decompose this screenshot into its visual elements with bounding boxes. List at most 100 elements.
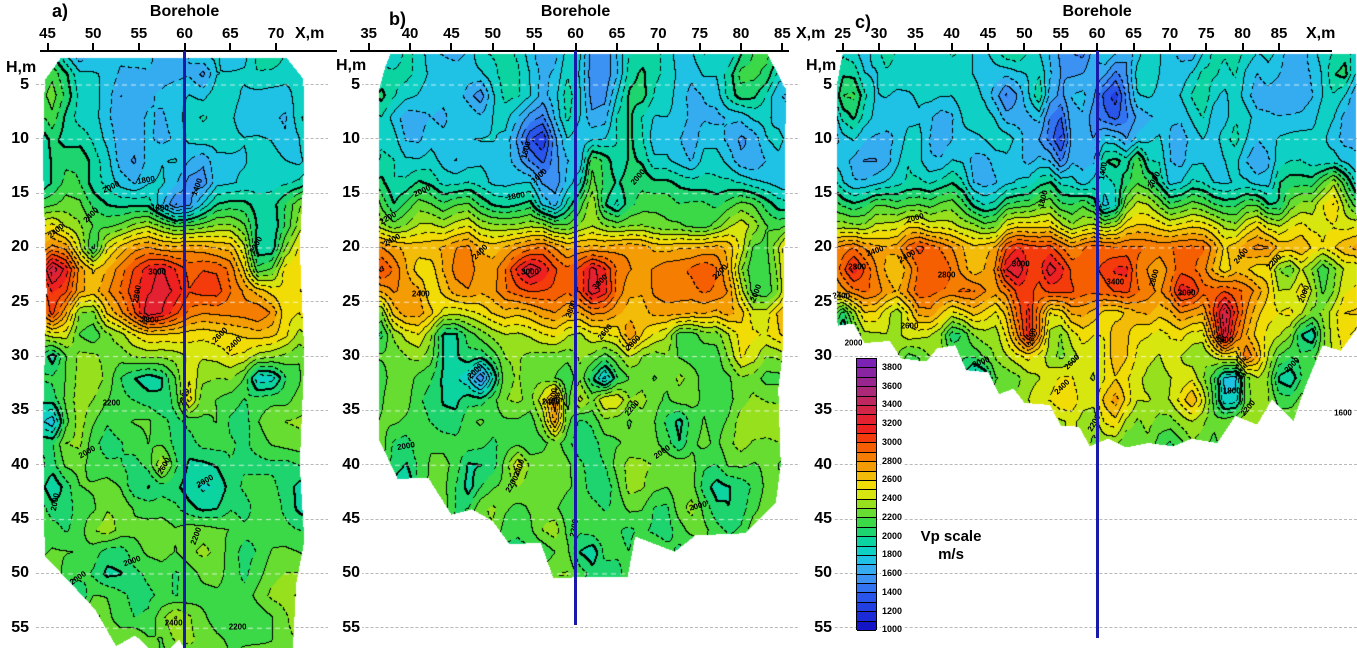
x-tick-label: 35 (360, 25, 378, 42)
colorbar-cell (857, 415, 876, 425)
contour-label: 3000 (1215, 335, 1234, 345)
x-tick-mark (491, 43, 494, 50)
contour-label: 1800 (151, 203, 169, 213)
depth-tick-label: 35 (0, 402, 31, 418)
depth-tick-label: 55 (800, 619, 834, 635)
colorbar-cell (857, 396, 876, 406)
x-tick-label: 85 (1270, 25, 1288, 42)
colorbar-cell (857, 480, 876, 491)
depth-tick-label: 15 (0, 185, 31, 201)
x-tick-mark (987, 43, 990, 50)
colorbar-tick-label: 2200 (881, 511, 904, 522)
borehole-line-a (183, 51, 187, 648)
colorbar-cell (857, 518, 876, 528)
x-tick-mark (1205, 43, 1208, 50)
x-tick-label: 65 (1125, 25, 1142, 42)
contour-label: 2800 (848, 262, 867, 272)
depth-tick-label: 50 (0, 565, 31, 581)
x-tick-label: 60 (176, 25, 193, 42)
colorbar-tick-label: 2600 (881, 474, 904, 485)
panel-letter-c: c) (855, 12, 872, 32)
x-tick-mark (450, 43, 453, 50)
colorbar-cell (857, 621, 876, 631)
x-tick-mark (533, 43, 536, 50)
x-tick-mark (1241, 43, 1244, 50)
depth-tick-label: 40 (800, 456, 834, 472)
colorbar-cell (857, 499, 876, 510)
x-axis-line-a (40, 50, 337, 52)
h-unit-label-a: H,m (6, 59, 37, 76)
x-tick-label: 30 (870, 25, 888, 42)
depth-tick-label: 20 (328, 239, 362, 255)
x-tick-label: 75 (691, 25, 708, 42)
x-tick-mark (229, 43, 232, 50)
colorbar-cell (857, 424, 876, 435)
x-tick-label: 40 (943, 25, 961, 42)
colorbar-cell (857, 368, 876, 378)
colorbar-tick-label: 1400 (881, 586, 904, 597)
contour-label: 2600 (900, 321, 919, 331)
depth-tick-label: 15 (328, 185, 362, 201)
depth-tick-label: 5 (0, 76, 31, 92)
depth-tick-label: 55 (328, 619, 362, 635)
contour-label: 3000 (1011, 259, 1030, 269)
x-tick-mark (877, 43, 880, 50)
depth-tick-label: 50 (800, 565, 834, 581)
x-tick-mark (1096, 43, 1099, 50)
x-tick-label: 70 (267, 25, 285, 42)
depth-tick-label: 5 (800, 76, 834, 92)
contour-label: 2400 (164, 618, 183, 628)
x-tick-mark (950, 43, 953, 50)
colorbar-cell (857, 574, 876, 585)
depth-tick-label: 55 (0, 619, 31, 635)
colorbar-cell (857, 490, 876, 500)
borehole-title-b: Borehole (540, 3, 611, 20)
x-tick-mark (137, 43, 140, 50)
colorbar-tick-label: 3800 (881, 361, 904, 372)
x-tick-label: 60 (567, 25, 584, 42)
x-tick-label: 50 (84, 25, 102, 42)
x-unit-label-c: X,m (1306, 25, 1336, 42)
x-tick-mark (367, 43, 370, 50)
colorbar-tick-label: 3600 (881, 380, 904, 391)
colorbar-cell (857, 434, 876, 444)
x-tick-label: 40 (401, 25, 419, 42)
x-tick-mark (1168, 43, 1171, 50)
x-tick-mark (46, 43, 49, 50)
depth-tick-label: 35 (328, 402, 362, 418)
depth-tick-label: 20 (800, 239, 834, 255)
colorbar-tick-label: 3200 (881, 418, 904, 429)
colorbar-tick-label: 1800 (881, 549, 904, 560)
colorbar-cell (857, 555, 876, 566)
depth-tick-label: 30 (328, 348, 362, 364)
depth-tick-label: 40 (0, 456, 31, 472)
colorbar-tick-label: 1200 (881, 605, 904, 616)
colorbar-tick-label: 3400 (881, 399, 904, 410)
colorbar-cell (857, 584, 876, 594)
panel-letter-a: a) (52, 1, 69, 21)
x-tick-mark (574, 43, 577, 50)
borehole-line-b (574, 51, 578, 625)
borehole-title-a: Borehole (149, 3, 220, 20)
x-tick-mark (698, 43, 701, 50)
h-unit-label-c: H,m (806, 57, 837, 74)
colorbar-tick-label: 3000 (881, 436, 904, 447)
x-tick-mark (841, 43, 844, 50)
contour-label: 1600 (1334, 408, 1352, 418)
depth-tick-label: 30 (0, 348, 31, 364)
depth-gridline (36, 627, 1357, 629)
colorbar-unit: m/s (938, 546, 964, 563)
colorbar-cell (857, 452, 876, 463)
colorbar-tick-label: 2400 (881, 493, 904, 504)
contour-label: 2800 (1025, 327, 1038, 347)
depth-tick-label: 10 (328, 130, 362, 146)
colorbar-cell (857, 593, 876, 603)
x-tick-mark (275, 43, 277, 50)
colorbar-cell (857, 546, 876, 556)
contour-label: 1800 (1222, 386, 1241, 396)
depth-tick-label: 30 (800, 348, 834, 364)
x-tick-label: 45 (443, 25, 460, 42)
contour-label: 2000 (844, 338, 863, 348)
colorbar-cell (857, 509, 876, 519)
